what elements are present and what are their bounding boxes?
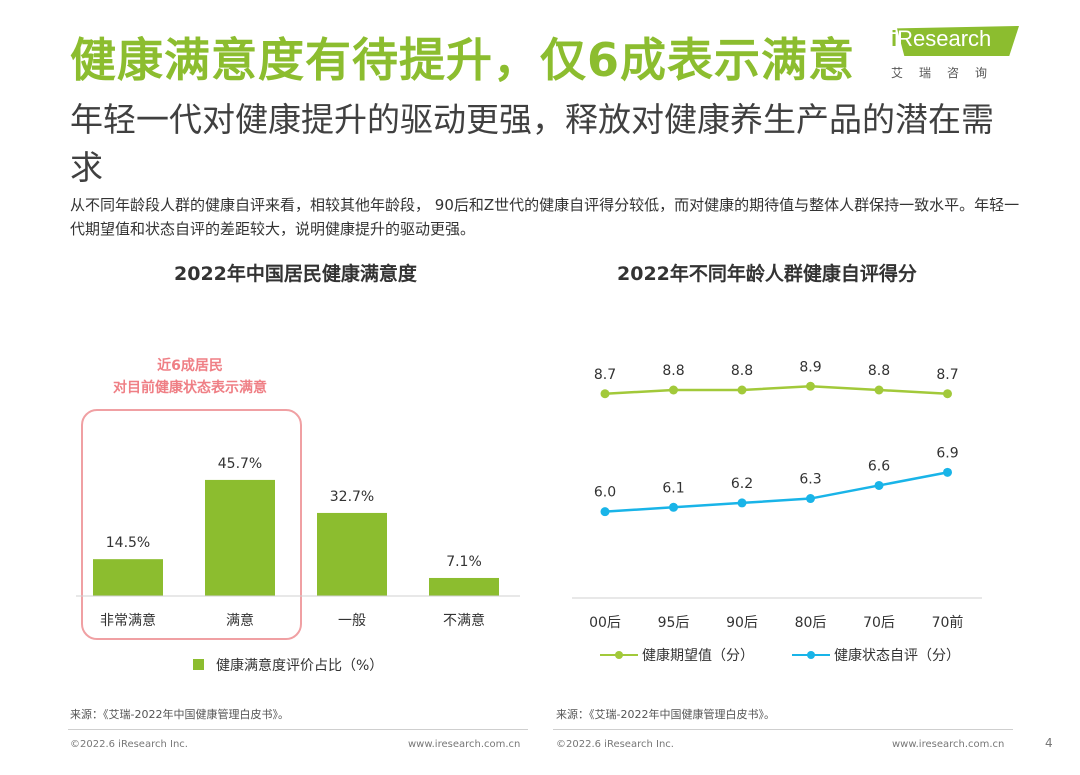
bar-legend-swatch: [193, 659, 204, 670]
bar-category-label-0: 非常满意: [100, 612, 156, 629]
footer-copyright-right: ©2022.6 iResearch Inc.: [556, 739, 674, 750]
series-0-point-0: [600, 389, 610, 399]
legend-expect-marker: [615, 651, 623, 659]
series-0-point-2: [737, 385, 747, 395]
bar-legend-label: 健康满意度评价占比（%）: [216, 657, 383, 674]
legend-status-label: 健康状态自评（分）: [834, 647, 960, 664]
line-category-label-2: 90后: [726, 615, 758, 631]
footer-website-left: www.iresearch.com.cn: [408, 739, 521, 750]
series-0-point-1: [669, 385, 678, 395]
series-1-point-5: [943, 467, 952, 477]
logo-i: i: [891, 26, 898, 51]
series-1-point-1: [669, 502, 678, 512]
bar-chart-title: 2022年中国居民健康满意度: [174, 263, 417, 285]
series-0-label-3: 8.9: [799, 359, 821, 375]
legend-expect-label: 健康期望值（分）: [642, 647, 754, 664]
line-category-label-4: 70后: [863, 615, 895, 631]
line-category-label-0: 00后: [589, 615, 621, 631]
series-0-point-3: [806, 381, 815, 391]
logo-wordmark: iResearch: [891, 26, 991, 52]
page-description: 从不同年龄段人群的健康自评来看，相较其他年龄段， 90后和Z世代的健康自评得分较…: [70, 196, 1020, 238]
bar-value-label-2: 32.7%: [330, 489, 374, 505]
bar-2: [317, 512, 387, 596]
bar-value-label-3: 7.1%: [446, 554, 482, 570]
page-number: 4: [1045, 736, 1053, 750]
series-0-label-5: 8.7: [936, 367, 958, 383]
logo-subtitle: 艾瑞咨询: [891, 66, 1004, 80]
bar-category-label-2: 一般: [338, 613, 366, 629]
logo-banner: [897, 26, 1019, 56]
bar-1: [205, 479, 275, 596]
callout-line-2: 对目前健康状态表示满意: [113, 380, 267, 396]
series-0-point-5: [943, 389, 952, 399]
logo-name: Research: [897, 26, 992, 51]
line-category-label-5: 70前: [932, 614, 964, 631]
page-subtitle: 年轻一代对健康提升的驱动更强，释放对健康养生产品的潜在需求: [70, 100, 994, 187]
series-1-label-3: 6.3: [799, 472, 821, 488]
series-line-1: [604, 471, 948, 513]
series-line-0: [604, 384, 948, 395]
footer-copyright-left: ©2022.6 iResearch Inc.: [70, 739, 188, 750]
series-1-label-1: 6.1: [662, 480, 684, 496]
bar-0: [93, 559, 163, 596]
line-category-label-1: 95后: [658, 615, 690, 631]
bar-category-label-3: 不满意: [443, 612, 485, 629]
bar-category-label-1: 满意: [226, 612, 254, 629]
source-right: 来源：《艾瑞-2022年中国健康管理白皮书》。: [556, 708, 775, 721]
series-0-label-2: 8.8: [731, 363, 753, 379]
footer-website-right: www.iresearch.com.cn: [892, 739, 1005, 750]
series-0-point-4: [874, 385, 884, 395]
series-0-label-0: 8.7: [594, 367, 616, 383]
footer-divider-left: [68, 729, 528, 730]
line-chart-title: 2022年不同年龄人群健康自评得分: [617, 263, 917, 285]
series-1-label-4: 6.6: [868, 458, 890, 474]
satisfied-highlight-box: [81, 409, 302, 640]
footer-divider-right: [553, 729, 1013, 730]
series-0-label-4: 8.8: [868, 363, 890, 379]
callout-line-1: 近6成居民: [157, 358, 223, 374]
series-1-label-2: 6.2: [731, 476, 753, 492]
bar-value-label-1: 45.7%: [218, 456, 262, 472]
bar-chart: 14.5% 非常满意 45.7% 满意 32.7% 一般 7.1% 不满意 健康满意度评价占比…: [76, 456, 520, 674]
series-1-label-0: 6.0: [594, 485, 616, 501]
series-1-label-5: 6.9: [936, 445, 958, 461]
legend-status-marker: [807, 651, 815, 659]
series-1-point-4: [874, 480, 884, 490]
iresearch-logo: iResearch 艾瑞咨询: [885, 22, 1020, 82]
page-title: 健康满意度有待提升，仅6成表示满意: [70, 33, 856, 87]
line-chart: 8.7 8.8 8.8 8.9 8.8 8.7 6.0 6.1 6.2 6.3 6.6 6.9 00后 9…: [572, 359, 982, 664]
source-left: 来源：《艾瑞-2022年中国健康管理白皮书》。: [70, 708, 289, 721]
series-0-label-1: 8.8: [662, 363, 684, 379]
series-1-point-2: [737, 498, 747, 508]
bar-3: [429, 577, 499, 596]
series-1-point-0: [600, 507, 610, 517]
bar-value-label-0: 14.5%: [106, 535, 150, 551]
series-1-point-3: [806, 494, 815, 504]
line-category-label-3: 80后: [795, 615, 827, 631]
satisfaction-callout: 近6成居民 对目前健康状态表示满意: [90, 355, 290, 399]
